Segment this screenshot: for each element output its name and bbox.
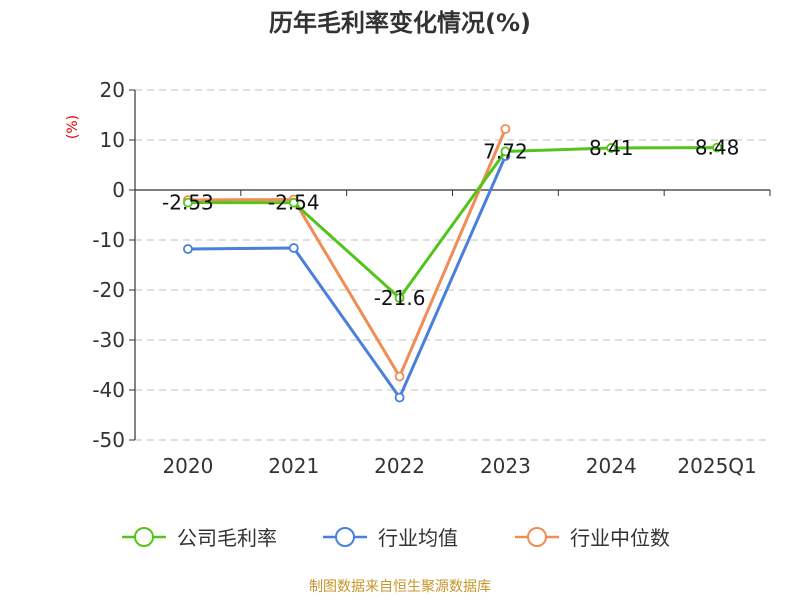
y-tick-label: -40 (92, 378, 125, 402)
data-label: -21.6 (374, 286, 426, 310)
x-tick-label: 2023 (480, 454, 531, 478)
x-tick-label: 2024 (586, 454, 637, 478)
source-footnote: 制图数据来自恒生聚源数据库 (309, 579, 491, 595)
y-tick-label: -10 (92, 228, 125, 252)
data-point[interactable] (394, 293, 405, 303)
series-line (187, 146, 718, 300)
data-label: 7.72 (483, 139, 528, 163)
chart-title: 历年毛利率变化情况(%) (269, 9, 531, 37)
data-point[interactable] (394, 371, 405, 382)
data-label: 8.48 (695, 136, 740, 160)
data-label: -2.53 (162, 191, 214, 215)
x-tick-label: 2022 (374, 454, 425, 478)
data-point[interactable] (288, 243, 299, 253)
legend-label: 行业均值 (378, 526, 458, 550)
legend-swatch-marker (335, 527, 355, 547)
data-point[interactable] (606, 143, 617, 153)
y-tick-label: 20 (100, 78, 125, 102)
grid-lines (135, 89, 770, 441)
legend-item-1[interactable]: 公司毛利率 (122, 526, 277, 550)
y-tick-label: 10 (100, 128, 125, 152)
series-line (187, 155, 507, 399)
legend-swatch-marker (134, 527, 154, 547)
data-point[interactable] (183, 244, 193, 254)
data-point[interactable] (500, 124, 511, 134)
legend-label: 行业中位数 (570, 526, 670, 550)
legend-swatch-marker (527, 527, 547, 547)
y-tick-label: 0 (112, 178, 125, 202)
legend-item-2[interactable]: 行业均值 (323, 526, 458, 550)
data-labels: -2.53 -2.54 -21.6 7.72 8.41 8.48 (162, 136, 739, 310)
y-tick-label: -20 (92, 278, 125, 302)
y-tick-label: -50 (92, 428, 125, 452)
y-axis-label: (%) (65, 115, 81, 139)
legend-label: 公司毛利率 (177, 526, 277, 550)
data-label: -2.54 (268, 191, 320, 215)
data-point[interactable] (500, 146, 511, 157)
data-point[interactable] (288, 197, 299, 208)
data-label: 8.41 (589, 136, 634, 160)
series-lines (183, 124, 722, 403)
x-tick-label: 2021 (268, 454, 319, 478)
legend-item-3[interactable]: 行业中位数 (515, 526, 670, 550)
data-point[interactable] (183, 197, 193, 208)
data-point[interactable] (712, 142, 722, 153)
legend[interactable]: 公司毛利率 行业均值 行业中位数 (122, 526, 670, 550)
series-line (187, 128, 507, 378)
series-3 (183, 124, 511, 382)
x-tick-label: 2025Q1 (677, 454, 756, 478)
data-point[interactable] (394, 392, 405, 403)
x-tick-label: 2020 (162, 454, 213, 478)
y-tick-label: -30 (92, 328, 125, 352)
series-1 (183, 142, 722, 303)
axes: 20 10 0 -10 -20 -30 -40 -50 2020 2021 2022 2023 2024… (92, 78, 771, 478)
